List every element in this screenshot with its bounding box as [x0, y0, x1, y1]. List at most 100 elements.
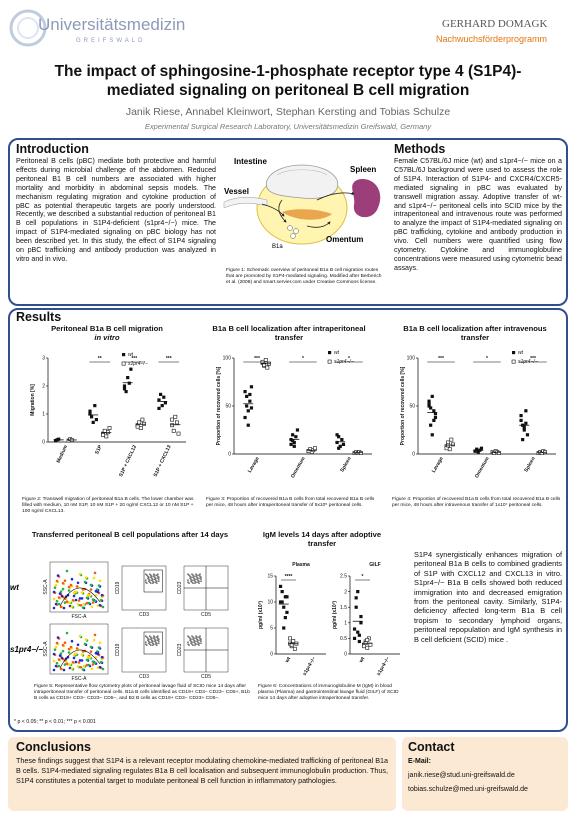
flow-event: [67, 651, 71, 654]
y-tick-label: 0: [412, 452, 415, 458]
contact-email-1[interactable]: janik.riese@stud.uni-greifswald.de: [408, 772, 515, 779]
data-point-ko: [497, 451, 501, 455]
flow-event: [187, 579, 189, 582]
flow-event: [75, 647, 79, 650]
flow-event: [156, 635, 159, 638]
flow-event: [155, 644, 158, 647]
data-point-wt: [525, 433, 530, 437]
flow-event: [69, 645, 73, 649]
flow-event: [76, 665, 80, 668]
flow-event: [61, 581, 65, 585]
flow-event: [93, 571, 97, 575]
data-point-wt: [57, 437, 61, 441]
data-point-wt: [519, 414, 523, 418]
flow-x-axis-label: CD3: [139, 674, 149, 680]
data-point-wt: [359, 614, 363, 619]
flow-event: [154, 577, 157, 580]
flow-event: [89, 650, 93, 653]
fig6-caption: Figure 6: Concentrations of immunoglobul…: [258, 684, 399, 701]
data-point-wt: [524, 409, 528, 413]
flow-event: [55, 579, 59, 583]
y-tick-label: 10: [267, 600, 273, 606]
flow-event: [89, 583, 93, 587]
data-point-wt: [280, 590, 284, 594]
data-point-wt: [157, 398, 161, 402]
data-point-ko: [101, 433, 106, 437]
data-point-wt: [294, 435, 298, 439]
flow-event: [198, 580, 200, 583]
data-point-ko: [140, 417, 145, 422]
flow-event: [69, 583, 73, 587]
data-point-wt: [91, 420, 95, 424]
fig6-title: IgM levels 14 days after adoptive transf…: [262, 530, 382, 548]
flow-event: [147, 638, 150, 641]
flow-event: [62, 606, 66, 610]
flow-event: [199, 573, 201, 576]
flow-event: [59, 605, 63, 609]
flow-event: [70, 577, 74, 581]
fig2-title: Peritoneal B1a B cell migration in vitro: [51, 324, 163, 342]
flow-event: [80, 597, 84, 600]
flow-event: [79, 604, 83, 607]
x-tick-label: Spleen: [339, 456, 352, 473]
data-point-wt: [246, 409, 250, 413]
flow-event: [65, 600, 69, 603]
flow-event: [192, 582, 194, 585]
data-point-wt: [122, 387, 127, 391]
flow-event: [67, 585, 71, 589]
data-point-ko: [171, 428, 176, 433]
flow-event: [70, 639, 74, 643]
flow-event: [96, 604, 100, 607]
data-point-ko: [170, 417, 175, 422]
flow-event: [54, 583, 58, 587]
flow-event: [72, 594, 76, 598]
data-point-wt: [475, 447, 479, 451]
flow-event: [80, 659, 84, 662]
significance-mark: ***: [254, 356, 260, 362]
contact-email-2[interactable]: tobias.schulze@med.uni-greifswald.de: [408, 786, 528, 793]
flow-event: [190, 576, 192, 579]
flow-event: [74, 652, 78, 656]
data-point-wt: [243, 415, 247, 420]
data-point-wt: [157, 406, 161, 410]
data-point-wt: [341, 442, 346, 446]
data-point-wt: [248, 392, 252, 397]
flow-event: [144, 579, 147, 582]
data-point-ko: [176, 431, 181, 436]
significance-legend: * p < 0.05; ** p < 0.01; *** p < 0.001: [14, 719, 96, 725]
data-point-ko: [449, 437, 454, 442]
x-tick-label: Lavage: [247, 456, 261, 474]
y-tick-label: 100: [407, 356, 416, 362]
data-point-wt: [127, 381, 131, 385]
y-tick-label: 2: [344, 589, 347, 595]
data-point-ko: [138, 426, 143, 430]
data-point-wt: [285, 595, 289, 599]
flow-event: [52, 590, 56, 594]
flow-event: [65, 569, 69, 573]
flow-event: [80, 653, 84, 656]
data-point-wt: [340, 438, 344, 442]
flow-event: [149, 582, 152, 585]
flow-event: [81, 668, 85, 671]
flow-event: [200, 638, 202, 641]
data-point-wt: [163, 401, 167, 405]
flow-event: [145, 644, 148, 647]
flow-event: [83, 642, 87, 646]
flow-event: [155, 582, 158, 585]
flow-event: [77, 599, 81, 602]
x-tick-label: Omentum: [474, 456, 491, 480]
flow-event: [194, 578, 196, 581]
flow-event: [70, 605, 74, 608]
figure1-caption: Figure 1: Schematic overview of peritone…: [226, 268, 382, 285]
legend-label: s1pr4−/−: [334, 359, 354, 365]
flow-event: [62, 668, 66, 672]
data-point-wt: [278, 584, 283, 588]
flow-event: [63, 641, 67, 644]
y-axis-label: Proportion of recovered cells [%]: [400, 366, 406, 445]
significance-mark: *: [486, 356, 488, 362]
flow-event: [147, 576, 150, 579]
data-point-wt: [432, 418, 436, 422]
contact-heading: Contact: [408, 740, 455, 754]
flow-event: [200, 580, 202, 583]
flow-event: [200, 576, 202, 579]
